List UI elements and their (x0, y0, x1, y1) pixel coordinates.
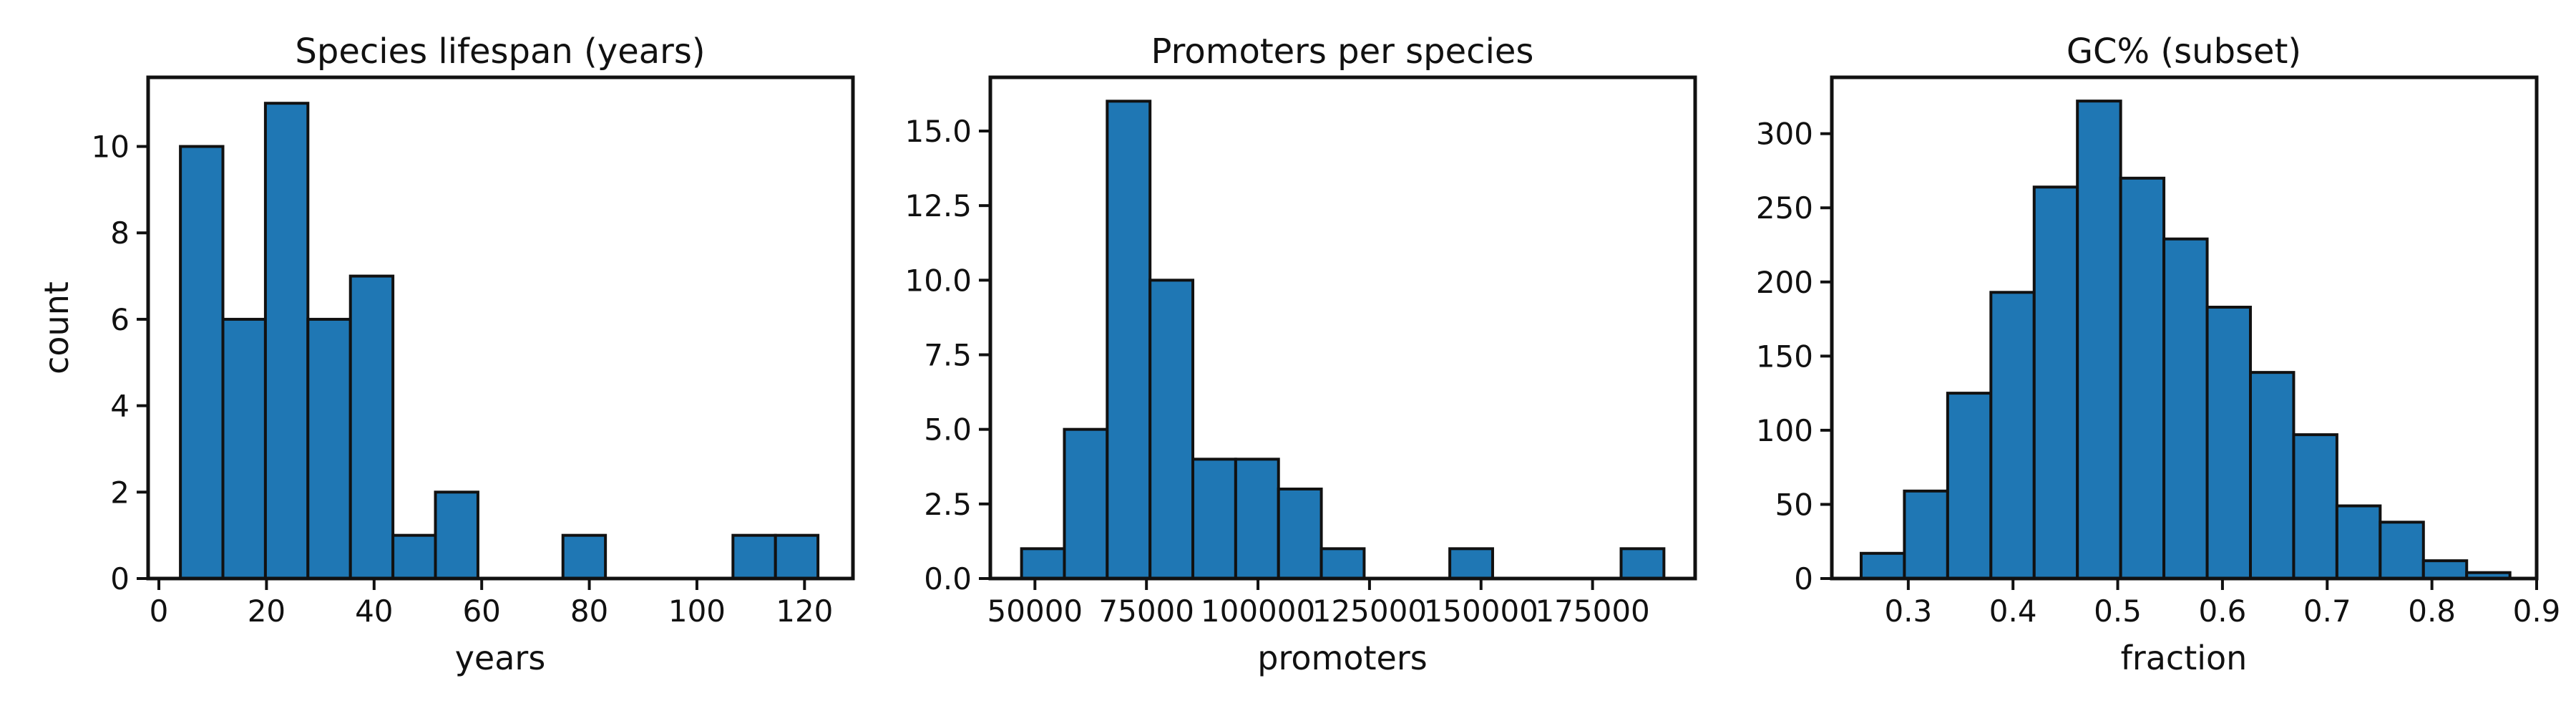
bar-promoters-14 (1619, 547, 1666, 580)
title-lifespan: Species lifespan (years) (295, 32, 705, 72)
x-tick-label-lifespan-1: 20 (248, 594, 286, 629)
bar-gc-13 (2421, 559, 2469, 581)
y-tick-label-promoters-4: 10.0 (904, 263, 972, 298)
title-promoters: Promoters per species (1151, 32, 1534, 72)
bar-gc-5 (2076, 100, 2122, 580)
y-tick-label-gc-0: 0 (1794, 561, 1813, 596)
y-tick-label-lifespan-3: 6 (110, 302, 130, 337)
frame-promoters (988, 75, 1697, 581)
bar-lifespan-4 (348, 274, 395, 580)
x-tick-label-gc-3: 0.6 (2199, 594, 2247, 629)
y-tick-label-gc-2: 100 (1756, 413, 1813, 448)
x-tick-label-gc-2: 0.5 (2094, 594, 2142, 629)
bar-promoters-2 (1106, 100, 1152, 581)
y-tick-label-gc-4: 200 (1756, 265, 1813, 300)
y-tick-label-gc-5: 250 (1756, 190, 1813, 226)
bars-lifespan (179, 102, 820, 581)
y-tick-label-promoters-2: 5.0 (924, 412, 972, 448)
bar-lifespan-14 (774, 533, 820, 580)
x-tick-label-promoters-4: 150000 (1424, 594, 1538, 629)
y-ticks-promoters: 0.0 2.5 5.0 7.5 10.0 12.5 15.0 (904, 114, 990, 596)
bar-promoters-0 (1020, 547, 1066, 580)
y-tick-label-promoters-6: 15.0 (904, 114, 972, 149)
x-tick-label-gc-5: 0.8 (2408, 594, 2456, 629)
bar-lifespan-13 (731, 533, 777, 580)
bar-gc-10 (2292, 433, 2338, 580)
bar-promoters-5 (1234, 458, 1280, 580)
x-tick-label-gc-0: 0.3 (1884, 594, 1932, 629)
bar-promoters-6 (1277, 488, 1323, 580)
bar-lifespan-1 (221, 317, 267, 580)
bar-lifespan-9 (561, 533, 608, 580)
panel-gc: 0.3 0.4 0.5 0.6 0.7 0.8 0.9 0 50 100 150 200 250 300… (1756, 32, 2561, 677)
bar-lifespan-3 (306, 317, 352, 580)
bar-gc-4 (2032, 185, 2079, 580)
x-tick-label-promoters-3: 125000 (1312, 594, 1427, 629)
x-tick-label-lifespan-5: 100 (668, 594, 726, 629)
x-tick-label-lifespan-3: 60 (462, 594, 500, 629)
frame-gc (1830, 75, 2539, 581)
x-tick-label-promoters-5: 175000 (1535, 594, 1649, 629)
y-tick-label-gc-3: 150 (1756, 339, 1813, 374)
y-tick-label-lifespan-2: 4 (110, 389, 130, 424)
y-tick-label-promoters-3: 7.5 (924, 338, 972, 373)
x-ticks-lifespan: 0 20 40 60 80 100 120 (150, 579, 833, 629)
bar-gc-9 (2248, 371, 2296, 580)
y-tick-label-lifespan-4: 8 (110, 216, 130, 251)
x-tick-label-promoters-1: 75000 (1098, 594, 1194, 629)
y-tick-label-lifespan-0: 0 (110, 561, 130, 596)
bar-promoters-3 (1148, 279, 1195, 580)
bar-promoters-4 (1191, 458, 1237, 580)
y-tick-label-lifespan-1: 2 (110, 475, 130, 510)
bar-promoters-7 (1319, 547, 1366, 580)
xlabel-lifespan: years (455, 639, 546, 677)
x-tick-label-gc-6: 0.9 (2513, 594, 2561, 629)
panel-lifespan: 0 20 40 60 80 100 120 0 2 4 6 8 10 Species lifespan… (37, 32, 855, 677)
bar-promoters-10 (1448, 547, 1494, 580)
y-tick-label-promoters-1: 2.5 (924, 487, 972, 522)
x-tick-label-promoters-2: 100000 (1201, 594, 1315, 629)
y-ticks-lifespan: 0 2 4 6 8 10 (92, 130, 148, 596)
bar-gc-3 (1989, 291, 2036, 580)
x-tick-label-lifespan-0: 0 (150, 594, 169, 629)
bars-promoters (1020, 100, 1666, 581)
x-tick-label-lifespan-4: 80 (570, 594, 608, 629)
bar-lifespan-6 (434, 490, 479, 581)
y-tick-label-promoters-0: 0.0 (924, 561, 972, 596)
bars-gc (1859, 100, 2512, 581)
x-tick-label-gc-1: 0.4 (1989, 594, 2037, 629)
x-tick-label-lifespan-6: 120 (776, 594, 833, 629)
title-gc: GC% (subset) (2067, 32, 2301, 72)
bar-gc-2 (1946, 392, 1993, 580)
y-tick-label-gc-6: 300 (1756, 117, 1813, 152)
xlabel-gc: fraction (2121, 639, 2248, 677)
x-tick-label-gc-4: 0.7 (2303, 594, 2351, 629)
bar-gc-0 (1859, 551, 1906, 581)
x-ticks-gc: 0.3 0.4 0.5 0.6 0.7 0.8 0.9 (1884, 579, 2560, 629)
bar-lifespan-2 (263, 102, 310, 580)
y-tick-label-lifespan-5: 10 (92, 130, 130, 165)
bar-promoters-1 (1063, 427, 1109, 581)
bar-gc-8 (2205, 306, 2252, 580)
xlabel-promoters: promoters (1257, 639, 1427, 677)
bar-gc-1 (1903, 489, 1949, 581)
bar-gc-12 (2379, 521, 2425, 580)
y-tick-label-gc-1: 50 (1775, 487, 1813, 522)
x-tick-label-promoters-0: 50000 (987, 594, 1083, 629)
y-ticks-gc: 0 50 100 150 200 250 300 (1756, 117, 1832, 596)
bar-gc-6 (2119, 176, 2166, 580)
bar-gc-7 (2162, 237, 2209, 580)
bar-lifespan-5 (391, 533, 437, 580)
x-tick-label-lifespan-2: 40 (355, 594, 393, 629)
y-tick-label-promoters-5: 12.5 (904, 188, 972, 223)
bar-gc-11 (2335, 504, 2382, 580)
bar-lifespan-0 (179, 145, 225, 581)
ylabel-lifespan: count (37, 281, 76, 374)
frame-lifespan (146, 75, 855, 581)
